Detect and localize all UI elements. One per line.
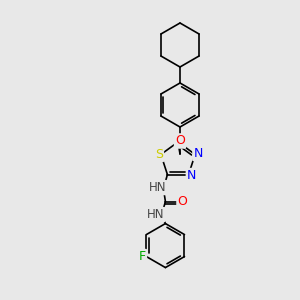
Text: O: O bbox=[175, 134, 185, 148]
Text: N: N bbox=[194, 147, 203, 160]
Text: HN: HN bbox=[147, 208, 164, 221]
Text: F: F bbox=[139, 250, 146, 263]
Text: O: O bbox=[178, 195, 188, 208]
Text: N: N bbox=[187, 169, 196, 182]
Text: S: S bbox=[155, 148, 163, 161]
Text: HN: HN bbox=[149, 181, 166, 194]
